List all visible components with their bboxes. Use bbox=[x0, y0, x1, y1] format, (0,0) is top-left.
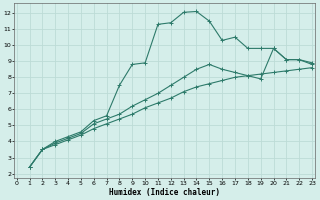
X-axis label: Humidex (Indice chaleur): Humidex (Indice chaleur) bbox=[109, 188, 220, 197]
